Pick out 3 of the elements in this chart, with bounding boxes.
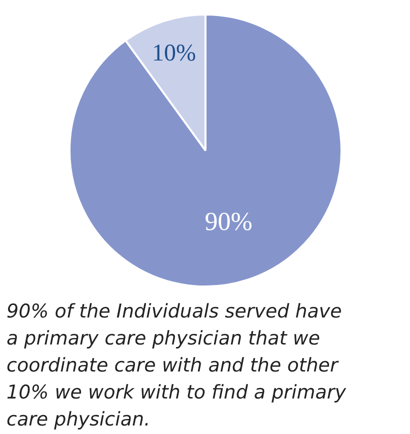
data-label: 10%	[152, 40, 196, 66]
text: 90% of the Individuals served have a primary care physician that we coordinate care with and the other 10% we work with to find a primary care physician.	[6, 300, 347, 430]
data-label: 90%	[204, 207, 252, 236]
